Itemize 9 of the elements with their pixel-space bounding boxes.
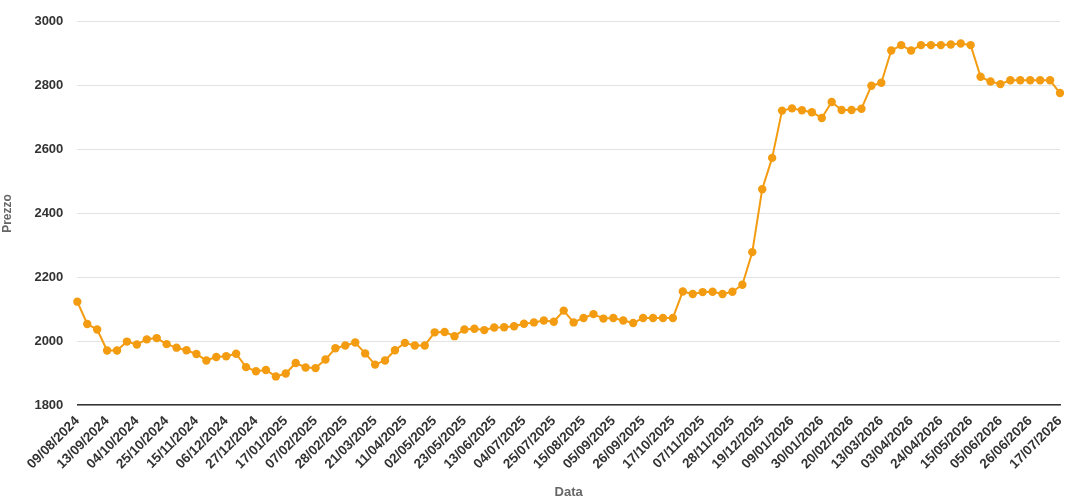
y-tick-label: 2600 — [34, 141, 64, 157]
y-tick-label: 3000 — [34, 13, 64, 29]
y-tick-label: 2400 — [34, 205, 64, 221]
y-tick-label: 2000 — [34, 332, 64, 348]
y-tick-label: 1800 — [34, 396, 64, 412]
y-tick-label: 2800 — [34, 77, 64, 93]
x-axis-title: Data — [554, 483, 584, 499]
y-tick-label: 2200 — [34, 268, 64, 284]
y-axis-title: Prezzo — [0, 194, 14, 233]
